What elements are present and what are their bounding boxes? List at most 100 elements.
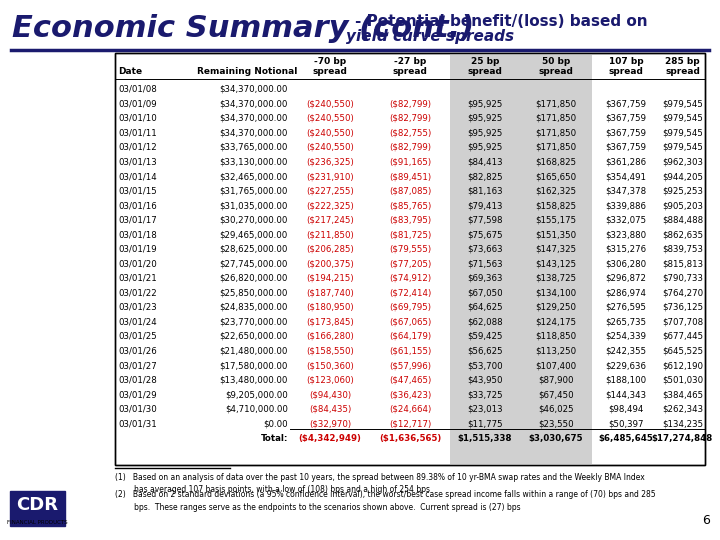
Text: $34,370,000.00: $34,370,000.00 (220, 85, 288, 94)
Text: $347,378: $347,378 (606, 187, 647, 195)
Text: $147,325: $147,325 (536, 245, 577, 254)
Text: $265,735: $265,735 (606, 318, 647, 326)
Text: 03/01/31: 03/01/31 (118, 419, 157, 428)
Text: $33,725: $33,725 (467, 390, 503, 399)
Text: $171,850: $171,850 (536, 129, 577, 138)
Text: $979,545: $979,545 (662, 99, 703, 109)
Text: $367,759: $367,759 (606, 143, 647, 152)
Text: $707,708: $707,708 (662, 318, 703, 326)
Text: 03/01/27: 03/01/27 (118, 361, 157, 370)
Text: ($77,205): ($77,205) (389, 259, 431, 268)
Text: $31,765,000.00: $31,765,000.00 (220, 187, 288, 195)
Text: $71,563: $71,563 (467, 259, 503, 268)
Text: spread: spread (665, 68, 700, 76)
Text: $43,950: $43,950 (467, 375, 503, 384)
Text: $171,850: $171,850 (536, 143, 577, 152)
Text: ($57,996): ($57,996) (389, 361, 431, 370)
Text: $736,125: $736,125 (662, 303, 703, 312)
Text: 50 bp: 50 bp (542, 57, 570, 66)
Text: $296,872: $296,872 (606, 274, 647, 283)
Text: ($94,430): ($94,430) (309, 390, 351, 399)
Text: 03/01/17: 03/01/17 (118, 215, 157, 225)
Text: $171,850: $171,850 (536, 114, 577, 123)
Text: $144,343: $144,343 (606, 390, 647, 399)
Text: ($231,910): ($231,910) (306, 172, 354, 181)
Text: $764,270: $764,270 (662, 288, 703, 298)
Text: $64,625: $64,625 (467, 303, 503, 312)
Text: 03/01/15: 03/01/15 (118, 187, 157, 195)
Text: $315,276: $315,276 (606, 245, 647, 254)
Text: CDR: CDR (16, 496, 58, 514)
Text: $286,974: $286,974 (606, 288, 647, 298)
Text: $188,100: $188,100 (606, 375, 647, 384)
Text: -70 bp: -70 bp (314, 57, 346, 66)
Text: ($206,285): ($206,285) (306, 245, 354, 254)
Text: ($166,280): ($166,280) (306, 332, 354, 341)
Text: $17,580,000.00: $17,580,000.00 (220, 361, 288, 370)
Text: ($211,850): ($211,850) (306, 230, 354, 239)
Text: $171,850: $171,850 (536, 99, 577, 109)
Text: $77,598: $77,598 (467, 215, 503, 225)
Text: 03/01/19: 03/01/19 (118, 245, 157, 254)
Text: ($82,799): ($82,799) (389, 143, 431, 152)
Text: 107 bp: 107 bp (608, 57, 643, 66)
Text: $229,636: $229,636 (606, 361, 647, 370)
Text: ($236,325): ($236,325) (306, 158, 354, 166)
Text: $168,825: $168,825 (536, 158, 577, 166)
Text: $34,370,000.00: $34,370,000.00 (220, 129, 288, 138)
Text: $34,370,000.00: $34,370,000.00 (220, 99, 288, 109)
Text: $925,253: $925,253 (662, 187, 703, 195)
Text: - Potential benefit/(loss) based on: - Potential benefit/(loss) based on (355, 14, 647, 29)
Text: $81,163: $81,163 (467, 187, 503, 195)
Text: yield curve spreads: yield curve spreads (346, 29, 514, 44)
Text: $134,100: $134,100 (536, 288, 577, 298)
Text: $124,175: $124,175 (536, 318, 577, 326)
Text: ($240,550): ($240,550) (306, 99, 354, 109)
Text: $79,413: $79,413 (467, 201, 503, 210)
Text: $59,425: $59,425 (467, 332, 503, 341)
Text: $367,759: $367,759 (606, 99, 647, 109)
Text: ($1,636,565): ($1,636,565) (379, 434, 441, 443)
Text: $367,759: $367,759 (606, 129, 647, 138)
Text: 03/01/13: 03/01/13 (118, 158, 157, 166)
Text: spread: spread (608, 68, 644, 76)
Text: $276,595: $276,595 (606, 303, 647, 312)
Text: 03/01/11: 03/01/11 (118, 129, 157, 138)
Text: (1)   Based on an analysis of data over the past 10 years, the spread between 89: (1) Based on an analysis of data over th… (115, 473, 644, 495)
Text: ($150,360): ($150,360) (306, 361, 354, 370)
Text: Remaining Notional: Remaining Notional (197, 68, 297, 76)
Text: ($173,845): ($173,845) (306, 318, 354, 326)
Text: $27,745,000.00: $27,745,000.00 (220, 259, 288, 268)
Text: 03/01/29: 03/01/29 (118, 390, 157, 399)
Text: $73,663: $73,663 (467, 245, 503, 254)
Text: spread: spread (467, 68, 503, 76)
Text: $67,050: $67,050 (467, 288, 503, 298)
Text: $107,400: $107,400 (536, 361, 577, 370)
Text: ($89,451): ($89,451) (389, 172, 431, 181)
Text: $95,925: $95,925 (467, 99, 503, 109)
Text: $24,835,000.00: $24,835,000.00 (220, 303, 288, 312)
Text: ($240,550): ($240,550) (306, 143, 354, 152)
Text: $33,130,000.00: $33,130,000.00 (220, 158, 288, 166)
Text: spread: spread (539, 68, 573, 76)
Text: $98,494: $98,494 (608, 404, 644, 414)
Text: (2)   Based on 2 standard deviations (a 95% confidence interval), the worst/best: (2) Based on 2 standard deviations (a 95… (115, 490, 656, 511)
Text: $979,545: $979,545 (662, 114, 703, 123)
Text: $33,765,000.00: $33,765,000.00 (220, 143, 288, 152)
Text: $113,250: $113,250 (536, 347, 577, 355)
Text: $67,450: $67,450 (538, 390, 574, 399)
Text: ($83,795): ($83,795) (389, 215, 431, 225)
Text: ($240,550): ($240,550) (306, 129, 354, 138)
Text: $11,775: $11,775 (467, 419, 503, 428)
Text: 03/01/23: 03/01/23 (118, 303, 157, 312)
Text: $790,733: $790,733 (662, 274, 703, 283)
Text: $254,339: $254,339 (606, 332, 647, 341)
Text: ($64,179): ($64,179) (389, 332, 431, 341)
Text: ($82,755): ($82,755) (389, 129, 431, 138)
Text: ($87,085): ($87,085) (389, 187, 431, 195)
Text: $87,900: $87,900 (539, 375, 574, 384)
Text: spread: spread (392, 68, 428, 76)
Text: spread: spread (312, 68, 348, 76)
Text: 03/01/18: 03/01/18 (118, 230, 157, 239)
Text: 03/01/08: 03/01/08 (118, 85, 157, 94)
